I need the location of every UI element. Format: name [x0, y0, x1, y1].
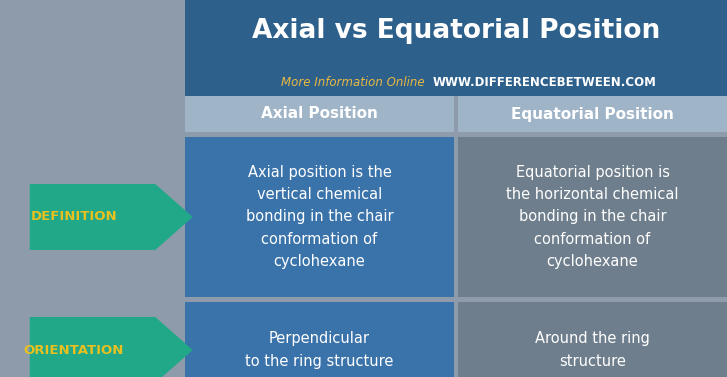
FancyBboxPatch shape: [185, 0, 727, 68]
FancyBboxPatch shape: [458, 137, 727, 297]
Text: WWW.DIFFERENCEBETWEEN.COM: WWW.DIFFERENCEBETWEEN.COM: [433, 75, 656, 89]
FancyBboxPatch shape: [458, 96, 727, 132]
FancyBboxPatch shape: [185, 96, 454, 132]
Polygon shape: [30, 184, 193, 250]
FancyBboxPatch shape: [185, 137, 454, 297]
Text: Around the ring
structure: Around the ring structure: [535, 331, 650, 369]
Text: Equatorial position is
the horizontal chemical
bonding in the chair
conformation: Equatorial position is the horizontal ch…: [506, 165, 679, 269]
Text: ORIENTATION: ORIENTATION: [23, 343, 124, 357]
FancyBboxPatch shape: [458, 302, 727, 377]
Text: DEFINITION: DEFINITION: [31, 210, 117, 224]
Polygon shape: [30, 317, 193, 377]
Text: Perpendicular
to the ring structure: Perpendicular to the ring structure: [245, 331, 394, 369]
FancyBboxPatch shape: [185, 302, 454, 377]
Text: Axial vs Equatorial Position: Axial vs Equatorial Position: [252, 18, 660, 44]
Text: Equatorial Position: Equatorial Position: [511, 106, 674, 121]
Text: More Information Online: More Information Online: [281, 75, 425, 89]
Text: Axial position is the
vertical chemical
bonding in the chair
conformation of
cyc: Axial position is the vertical chemical …: [246, 165, 393, 269]
FancyBboxPatch shape: [185, 68, 727, 96]
Text: Axial Position: Axial Position: [261, 106, 378, 121]
